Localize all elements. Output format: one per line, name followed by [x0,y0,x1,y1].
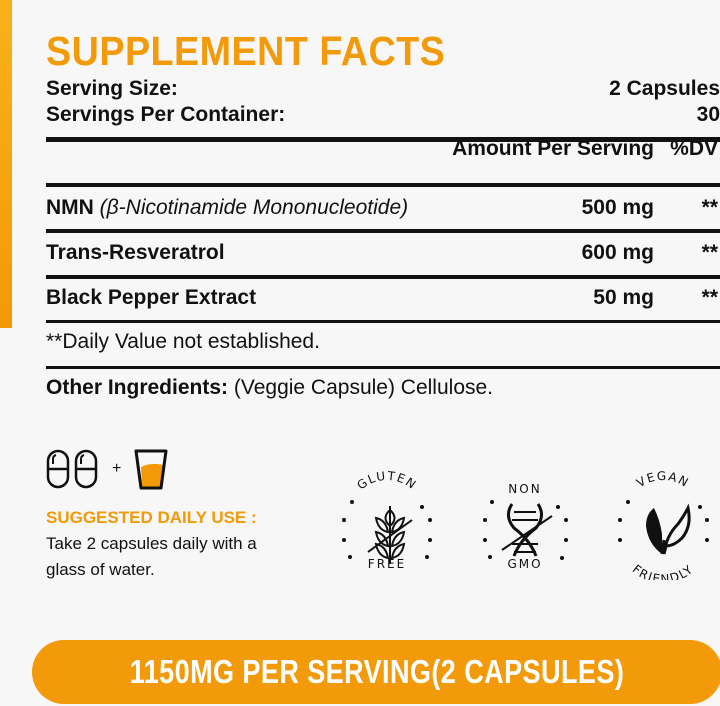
other-ingredients-value: (Veggie Capsule) Cellulose. [228,376,494,399]
other-ingredients-label: Other Ingredients: [46,376,229,399]
ingredient-amount: 50 mg [593,286,654,309]
dot-ring [483,500,568,560]
badge-bottom-text: GMO [507,557,542,571]
other-ingredients: Other Ingredients: (Veggie Capsule) Cell… [46,376,493,400]
servings-per-container-value: 30 [696,103,720,126]
servings-per-container-label: Servings Per Container: [46,103,286,126]
suggested-use-text: Take 2 capsules daily with a glass of wa… [46,534,257,579]
non-gmo-badge: NON GMO [483,482,568,571]
badge-bottom-text: FRIENDLY [630,562,695,580]
divider-thick [46,137,720,142]
ingredient-amount: 500 mg [581,196,654,219]
table-row: Black Pepper Extract 50 mg ** [46,286,720,310]
vegan-friendly-badge: VEGAN FRIENDLY [618,469,709,580]
gluten-free-badge: GLUTEN FREE [342,469,432,571]
divider [46,366,720,369]
capsule-icon [74,449,98,489]
banner-text: 1150MG PER SERVING(2 CAPSULES) [129,653,625,690]
table-row: NMN (β-Nicotinamide Mononucleotide) 500 … [46,196,720,220]
ingredient-dv: ** [701,196,718,219]
badge-top-text: GLUTEN [354,469,418,493]
ingredient-name: Trans-Resveratrol [46,241,225,264]
badge-top-text: VEGAN [634,469,690,490]
divider [46,183,720,187]
serving-size-label: Serving Size: [46,77,178,100]
suggested-use-title: SUGGESTED DAILY USE : [46,508,257,527]
page-title: SUPPLEMENT FACTS [46,28,446,74]
dot-ring [342,500,432,559]
divider [46,320,720,323]
badge-top-text: NON [508,482,541,496]
dna-crossed-icon [501,503,553,557]
divider [46,229,720,233]
badge-bottom-text: FREE [368,557,406,571]
usage-icons: + [46,448,169,490]
plus-sign: + [112,460,122,477]
daily-value-footnote: **Daily Value not established. [46,330,320,353]
dot-ring [618,500,709,542]
accent-side-bar [0,0,12,328]
ingredient-dv: ** [701,286,718,309]
amount-header: Amount Per Serving [452,137,654,160]
leaf-icon [646,503,691,555]
table-row: Trans-Resveratrol 600 mg ** [46,241,720,265]
wheat-crossed-icon [367,506,413,564]
serving-size-value: 2 Capsules [609,77,720,100]
divider [46,275,720,279]
serving-amount-banner: 1150MG PER SERVING(2 CAPSULES) [32,640,720,704]
ingredient-detail: (β-Nicotinamide Mononucleotide) [99,196,409,219]
ingredient-name: NMN [46,196,94,219]
servings-per-container-row: Servings Per Container: 30 [46,103,720,127]
dv-header: %DV [670,137,718,160]
glass-of-water-icon [134,449,168,490]
serving-size-row: Serving Size: 2 Capsules [46,77,720,101]
ingredient-name: Black Pepper Extract [46,286,257,309]
svg-text:VEGAN: VEGAN [634,469,692,490]
capsule-icon [46,449,70,489]
svg-text:FRIENDLY: FRIENDLY [630,562,697,580]
svg-text:GLUTEN: GLUTEN [354,469,419,493]
ingredient-amount: 600 mg [581,241,654,264]
ingredient-dv: ** [701,241,718,264]
